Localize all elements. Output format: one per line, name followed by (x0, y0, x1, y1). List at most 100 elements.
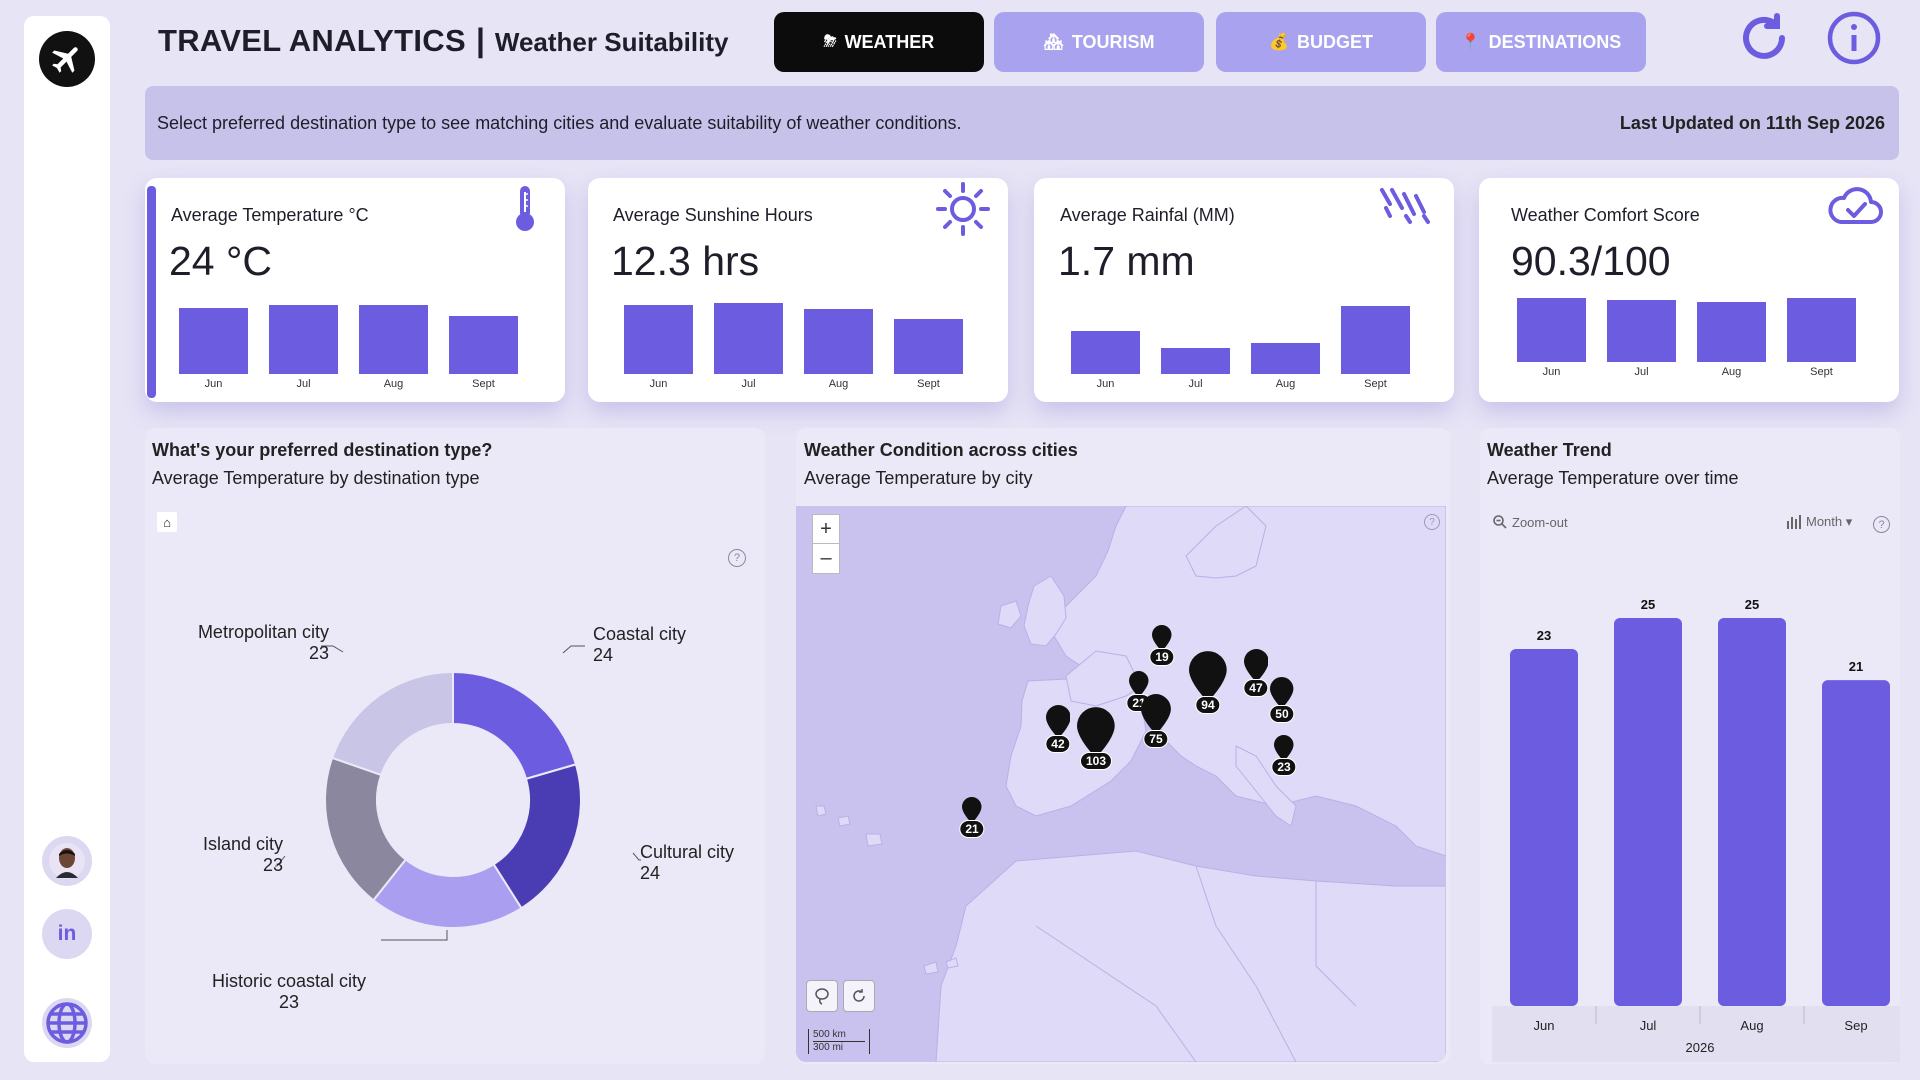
city-marker-label: 23 (1271, 758, 1297, 777)
kpi-bar-label: Aug (1721, 366, 1742, 378)
kpi-bar[interactable] (714, 303, 783, 374)
donut-slice-metropolitan-city[interactable] (330, 670, 454, 777)
home-icon[interactable]: ⌂ (157, 512, 177, 532)
reset-view-icon[interactable] (843, 980, 875, 1012)
map-pin-icon (1270, 677, 1294, 709)
city-marker[interactable]: 50 (1269, 677, 1295, 724)
city-marker[interactable]: 23 (1271, 734, 1297, 777)
globe-icon[interactable] (42, 998, 92, 1048)
granularity-label: Month ▾ (1806, 514, 1853, 529)
tab-tourism[interactable]: 🏘 TOURISM (994, 12, 1204, 72)
kpi-card-rainfall[interactable]: Average Rainfal (MM) 1.7 mm Jun Jul Aug Sep… (1034, 178, 1454, 402)
panel-title: Weather Condition across cities (804, 440, 1078, 460)
city-marker[interactable]: 103 (1077, 707, 1115, 771)
kpi-bar[interactable] (449, 316, 518, 374)
panel-title: Weather Trend (1487, 440, 1612, 460)
trend-panel: Weather Trend Average Temperature over t… (1480, 428, 1900, 1064)
kpi-bar[interactable] (894, 318, 963, 374)
donut-label-historic: Historic coastal city 23 (196, 971, 382, 1013)
airplane-logo-icon[interactable] (39, 31, 95, 87)
kpi-value: 12.3 hrs (611, 238, 760, 284)
map-panel: Weather Condition across cities Average … (796, 428, 1450, 1064)
trend-bar[interactable] (1718, 618, 1786, 1006)
tab-label: TOURISM (1071, 31, 1155, 52)
thermometer-icon (505, 182, 545, 239)
city-marker[interactable]: 75 (1141, 694, 1171, 748)
help-icon[interactable]: ? (728, 549, 746, 567)
houses-icon: 🏘 (1043, 34, 1064, 51)
kpi-bar[interactable] (269, 305, 338, 374)
city-marker[interactable]: 21 (959, 796, 985, 839)
profile-avatar[interactable] (42, 836, 92, 886)
city-marker[interactable]: 19 (1149, 624, 1175, 667)
kpi-bars: Jun Jul Aug Sept (624, 300, 974, 390)
lasso-select-icon[interactable] (806, 980, 838, 1012)
donut-label-name: Coastal city (593, 624, 687, 644)
donut-chart[interactable] (145, 428, 765, 1064)
trend-bar-chart[interactable]: 23 Jun 25 Jul 25 Aug 21 Sep 2026 (1480, 428, 1900, 1064)
tab-destinations[interactable]: 📍 DESTINATIONS (1436, 12, 1646, 72)
kpi-bar[interactable] (179, 308, 248, 374)
tab-budget[interactable]: 💰 BUDGET (1216, 12, 1426, 72)
donut-leader-line (562, 645, 585, 654)
scale-mi: 300 mi (813, 1041, 865, 1054)
kpi-bar[interactable] (624, 305, 693, 374)
city-marker[interactable]: 94 (1189, 651, 1227, 715)
panel-subtitle: Average Temperature by destination type (152, 468, 480, 488)
donut-leader-line (632, 852, 641, 861)
kpi-bar[interactable] (359, 305, 428, 374)
kpi-label: Average Rainfal (MM) (1060, 205, 1235, 225)
help-icon[interactable]: ? (1873, 516, 1890, 533)
kpi-bar[interactable] (804, 308, 873, 374)
europe-map[interactable]: + – ? 500 km 300 mi 19 21 94 47 42 103 75 50 23 2… (796, 506, 1446, 1062)
city-marker[interactable]: 47 (1243, 649, 1269, 698)
kpi-bar[interactable] (1607, 300, 1676, 362)
info-icon[interactable] (1826, 10, 1882, 66)
sun-icon (934, 180, 992, 243)
donut-label-coastal: Coastal city 24 (593, 624, 686, 666)
zoom-out-control[interactable]: Zoom-out (1492, 514, 1568, 530)
zoom-in-button[interactable]: + (813, 515, 839, 544)
map-pin-icon (1243, 649, 1269, 683)
zoom-out-button[interactable]: – (820, 547, 832, 569)
trend-bar[interactable] (1822, 680, 1890, 1006)
kpi-bar[interactable] (1251, 342, 1320, 374)
kpi-bar[interactable] (1071, 331, 1140, 374)
kpi-bar[interactable] (1697, 302, 1766, 362)
donut-label-value: 23 (308, 643, 329, 663)
linkedin-icon[interactable]: in (42, 909, 92, 959)
panel-title: What's your preferred destination type? (152, 440, 493, 460)
sidebar: in (24, 16, 110, 1062)
kpi-label: Average Temperature °C (171, 205, 369, 225)
instruction-text: Select preferred destination type to see… (157, 112, 962, 133)
help-icon[interactable]: ? (1424, 514, 1440, 530)
kpi-bar-label: Sept (917, 378, 940, 390)
title-separator: | (475, 22, 485, 58)
donut-slice-coastal-city[interactable] (452, 670, 578, 781)
last-updated-text: Last Updated on 11th Sep 2026 (1619, 112, 1885, 133)
granularity-dropdown[interactable]: Month ▾ (1786, 514, 1852, 530)
city-marker[interactable]: 42 (1045, 705, 1071, 754)
tab-weather[interactable]: ⛈ WEATHER (774, 12, 984, 72)
donut-leader-line (275, 855, 286, 867)
cloud-check-icon (1827, 182, 1885, 235)
kpi-card-sunshine[interactable]: Average Sunshine Hours 12.3 hrs Jun Jul Au… (588, 178, 1008, 402)
kpi-bar[interactable] (1787, 298, 1856, 362)
selected-accent (147, 186, 156, 398)
page-title: TRAVEL ANALYTICS | Weather Suitability (158, 22, 728, 59)
destination-type-panel: What's your preferred destination type? … (145, 428, 765, 1064)
donut-label-name: Cultural city (640, 842, 735, 862)
donut-label-value: 24 (593, 645, 614, 665)
kpi-bar[interactable] (1341, 305, 1410, 374)
kpi-bar-label: Sept (1364, 378, 1387, 390)
kpi-bar[interactable] (1517, 298, 1586, 362)
trend-axis-band (1492, 1006, 1900, 1062)
refresh-icon[interactable] (1736, 10, 1792, 66)
kpi-bar[interactable] (1161, 348, 1230, 374)
trend-bar[interactable] (1510, 649, 1578, 1006)
kpi-bar-label: Jun (1096, 378, 1115, 390)
kpi-card-temperature[interactable]: Average Temperature °C 24 °C Jun Jul Aug Se… (145, 178, 565, 402)
kpi-card-comfort[interactable]: Weather Comfort Score 90.3/100 Jun Jul Aug… (1479, 178, 1899, 402)
trend-bar[interactable] (1614, 618, 1682, 1006)
kpi-bar-label: Jun (649, 378, 668, 390)
